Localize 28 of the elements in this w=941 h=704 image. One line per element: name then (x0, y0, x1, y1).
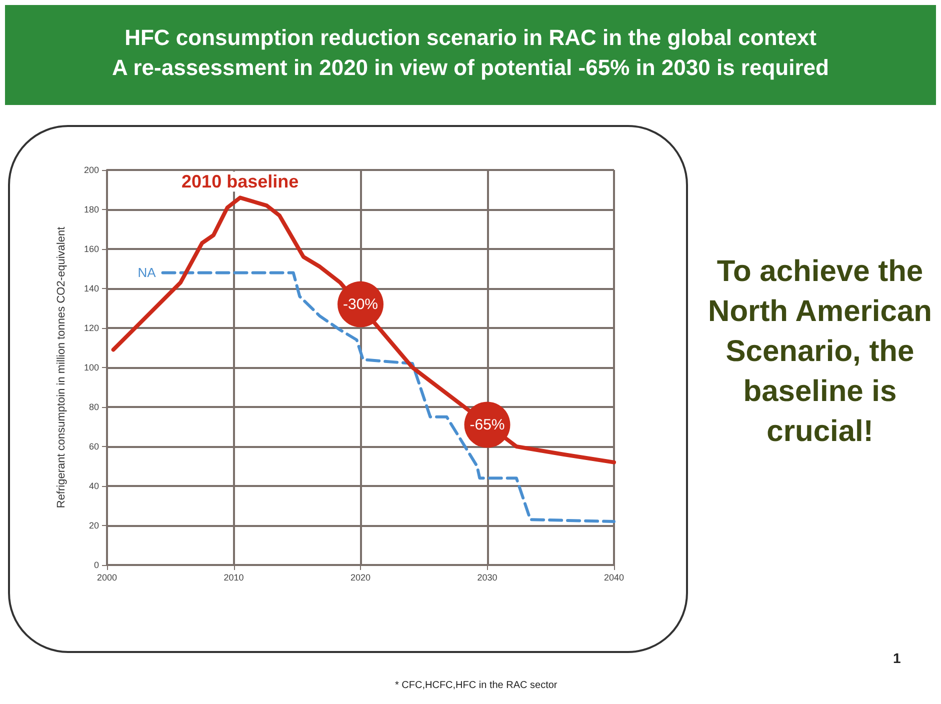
y-tick-label: 120 (84, 323, 99, 333)
x-tick-label: 2000 (96, 572, 118, 582)
y-tick-label: 200 (84, 165, 99, 175)
chart-subtitle: A re-assessment in 2020 in view of potential -65% in 2030 is required (111, 54, 830, 82)
x-tick-label: 2040 (604, 572, 624, 582)
y-tick-label: 100 (84, 362, 99, 372)
text: 1 (893, 650, 901, 666)
annotation: -65% (470, 416, 505, 434)
y-tick-label: 0 (94, 560, 99, 570)
line-series (161, 271, 616, 524)
x-tick-label: 2020 (350, 572, 371, 582)
annotation: -30% (342, 296, 378, 313)
line-series (111, 196, 616, 464)
text: * CFC,HCFC,HFC in the RAC sector (395, 680, 558, 691)
y-tick-label: 40 (88, 481, 99, 491)
y-tick-label: 60 (88, 442, 99, 452)
y-tick-label: 20 (88, 520, 99, 530)
y-tick-label: 180 (84, 204, 99, 214)
y-axis-title: Refrigerant consumptoin in million tonnes CO2-equivalent (56, 226, 68, 508)
x-tick-label: 2030 (477, 572, 498, 582)
series-label: NA (138, 265, 156, 280)
y-tick-label: 80 (88, 402, 99, 412)
series-label: 2010 baseline (182, 172, 299, 192)
y-tick-label: 140 (84, 284, 99, 294)
y-tick-label: 160 (84, 244, 99, 254)
text: To achieve the North American Scenario, the baseline is crucial! (707, 254, 933, 450)
chart-title: HFC consumption reduction scenario in RAC in the global context (124, 24, 818, 52)
x-tick-label: 2010 (224, 572, 244, 582)
